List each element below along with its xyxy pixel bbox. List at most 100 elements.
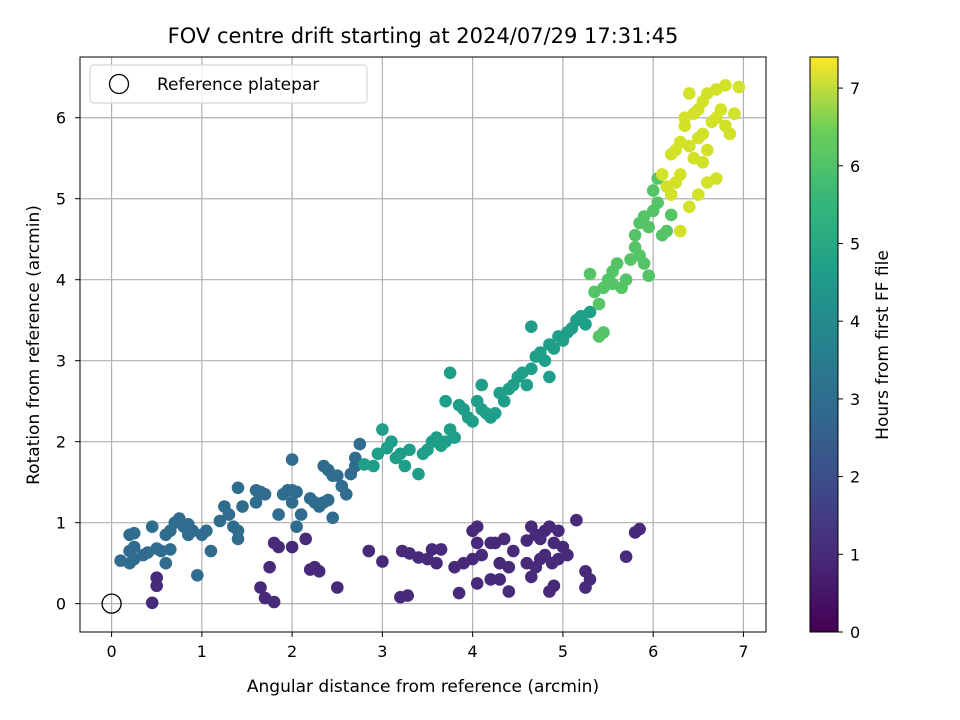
data-point [145,596,159,610]
data-point [728,107,741,120]
data-point [353,437,367,451]
x-tick-label: 4 [468,642,478,661]
reference-platepar-point [101,593,122,614]
data-point [236,500,249,513]
y-tick-label: 3 [56,352,66,371]
data-point [367,459,380,473]
data-point [696,127,710,141]
data-point [182,528,195,542]
data-point [475,378,489,392]
data-point [470,577,484,590]
data-point [321,493,335,507]
data-point [674,224,687,238]
colorbar-tick-label: 4 [850,312,860,331]
colorbar-ticks: 0 1 2 3 4 5 6 7 [838,79,860,642]
data-point [191,569,204,582]
data-point [272,508,285,521]
data-point [285,453,299,466]
data-point [719,79,732,92]
data-point [655,168,669,181]
y-tick-label: 5 [56,190,66,209]
colorbar-tick-label: 7 [850,79,860,98]
data-point [497,532,511,546]
data-point [543,370,556,384]
data-point [710,172,723,185]
data-point [466,415,479,428]
data-point [610,257,624,270]
data-point [434,543,448,556]
data-point [525,362,538,376]
data-point [683,200,696,214]
data-point [732,80,746,94]
legend-reference-marker-icon [108,73,130,95]
data-point [547,579,561,593]
data-point [231,481,245,495]
data-point [637,257,651,270]
data-point [683,139,696,153]
data-point [497,394,511,408]
plot-frame [79,56,767,633]
data-point [646,184,660,197]
y-axis-ticks: 0 1 2 3 4 5 6 [56,109,80,614]
data-point [701,143,714,157]
chart-title: FOV centre drift starting at 2024/07/29 … [168,24,679,48]
data-point [376,423,389,436]
data-point [660,224,673,238]
data-point [525,320,538,334]
data-point [664,208,678,222]
data-point [619,273,633,287]
x-tick-label: 2 [287,642,297,661]
data-point [285,496,299,509]
colorbar: 0 1 2 3 4 5 6 7 Hours from first FF file [809,56,893,642]
data-point [723,127,737,141]
data-point [452,586,466,600]
data-point [425,543,439,556]
data-point [331,469,344,483]
data-point [294,508,308,521]
data-point [696,156,710,169]
data-point [538,548,552,562]
data-point [213,514,227,528]
data-point [592,297,606,311]
data-point [502,560,516,574]
data-point [376,555,389,568]
data-point [642,220,655,234]
data-point [200,524,213,538]
data-point [263,560,276,574]
data-point [412,467,425,481]
data-point [395,544,409,558]
data-points [114,79,746,610]
data-point [520,378,534,392]
colorbar-tick-label: 5 [850,234,860,253]
x-tick-label: 7 [738,642,748,661]
y-tick-label: 4 [56,271,66,290]
data-point [349,451,362,465]
data-point [299,532,313,546]
data-point [443,366,457,380]
data-point [545,556,559,570]
data-point [570,513,583,527]
data-point [583,305,597,319]
data-point [127,540,141,554]
data-point [714,103,728,116]
colorbar-tick-label: 0 [850,623,860,642]
data-point [525,570,538,584]
data-point [619,550,633,563]
data-point [538,354,552,368]
data-point [267,536,281,550]
data-point [290,485,303,499]
data-point [145,520,159,533]
y-tick-label: 0 [56,595,66,614]
data-point [579,581,592,594]
data-point [401,589,415,602]
data-point [254,581,267,594]
data-point [484,573,498,586]
data-point [150,571,163,584]
data-point [493,573,507,586]
data-point [204,544,218,558]
data-point [642,269,655,283]
y-tick-label: 2 [56,433,66,452]
colorbar-label: Hours from first FF file [873,250,893,440]
data-point [331,581,344,594]
